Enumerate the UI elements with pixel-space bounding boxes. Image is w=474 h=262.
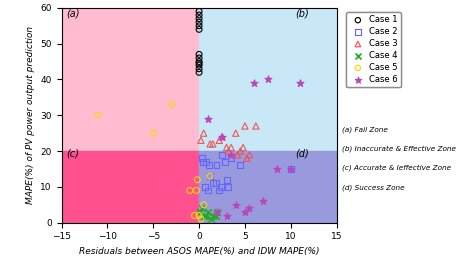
Case 3 — [241, 124, 249, 128]
Case 1 — [195, 20, 203, 24]
Case 1 — [195, 9, 203, 14]
Case 3 — [200, 131, 208, 135]
Text: (c) Accurate & Ieffective Zone: (c) Accurate & Ieffective Zone — [342, 165, 451, 171]
Case 6 — [232, 203, 239, 207]
Case 4 — [214, 210, 221, 214]
Text: (c): (c) — [66, 149, 79, 159]
Text: (b): (b) — [295, 9, 309, 19]
Case 6 — [218, 135, 226, 139]
Case 1 — [195, 27, 203, 31]
Case 4 — [212, 214, 219, 218]
Case 2 — [225, 185, 232, 189]
Legend: Case 1, Case 2, Case 3, Case 4, Case 5, Case 6: Case 1, Case 2, Case 3, Case 4, Case 5, … — [346, 12, 401, 87]
Case 2 — [228, 156, 235, 160]
Case 5 — [192, 188, 200, 193]
Case 2 — [216, 188, 223, 193]
Case 4 — [209, 214, 217, 218]
Case 2 — [205, 163, 213, 167]
Case 2 — [237, 163, 244, 167]
Case 6 — [214, 210, 221, 214]
Case 4 — [196, 210, 204, 214]
Case 1 — [195, 61, 203, 66]
Case 5 — [94, 113, 102, 117]
Case 5 — [193, 178, 201, 182]
Case 3 — [239, 145, 247, 150]
Case 4 — [207, 217, 215, 221]
Case 1 — [195, 70, 203, 74]
Y-axis label: MAPE(%) of PV power output prediction: MAPE(%) of PV power output prediction — [26, 26, 35, 204]
Case 6 — [246, 206, 253, 210]
Case 6 — [264, 77, 272, 81]
Case 6 — [250, 81, 258, 85]
Case 3 — [206, 142, 214, 146]
Case 2 — [223, 178, 230, 182]
Text: (d) Success Zone: (d) Success Zone — [342, 184, 405, 190]
Case 3 — [246, 152, 253, 157]
Case 1 — [195, 24, 203, 28]
Case 4 — [204, 210, 212, 214]
Case 4 — [200, 214, 208, 218]
Case 6 — [273, 167, 281, 171]
Case 6 — [204, 117, 212, 121]
Case 3 — [232, 131, 239, 135]
Case 3 — [209, 142, 217, 146]
Case 3 — [223, 145, 230, 150]
Case 3 — [218, 135, 226, 139]
Case 2 — [217, 185, 225, 189]
Case 5 — [197, 217, 205, 221]
Case 1 — [195, 17, 203, 21]
Case 2 — [212, 181, 219, 185]
Case 6 — [296, 81, 304, 85]
Case 2 — [218, 152, 226, 157]
Case 2 — [287, 167, 294, 171]
Case 5 — [200, 203, 208, 207]
Case 3 — [243, 156, 251, 160]
Case 1 — [195, 59, 203, 64]
Case 3 — [225, 149, 232, 153]
Case 1 — [195, 52, 203, 57]
Case 3 — [228, 145, 235, 150]
Case 3 — [216, 138, 223, 143]
Case 5 — [168, 102, 175, 107]
Case 2 — [209, 181, 217, 185]
Case 1 — [195, 67, 203, 71]
Case 2 — [201, 185, 209, 189]
X-axis label: Residuals between ASOS MAPE(%) and IDW MAPE(%): Residuals between ASOS MAPE(%) and IDW M… — [79, 247, 319, 256]
Case 2 — [204, 188, 212, 193]
Case 2 — [206, 174, 214, 178]
Case 6 — [287, 167, 294, 171]
Case 3 — [252, 124, 260, 128]
Case 1 — [195, 63, 203, 67]
Case 3 — [197, 138, 205, 143]
Case 6 — [241, 210, 249, 214]
Text: (a): (a) — [66, 9, 80, 19]
Text: (b) Inaccurate & Effective Zone: (b) Inaccurate & Effective Zone — [342, 145, 456, 152]
Case 5 — [186, 188, 194, 193]
Text: (d): (d) — [295, 149, 309, 159]
Case 5 — [149, 131, 157, 135]
Case 2 — [221, 160, 228, 164]
Case 6 — [223, 214, 230, 218]
Case 5 — [195, 214, 203, 218]
Case 5 — [191, 214, 198, 218]
Text: (a) Fail Zone: (a) Fail Zone — [342, 126, 388, 133]
Case 2 — [198, 156, 206, 160]
Case 2 — [199, 160, 207, 164]
Case 4 — [202, 214, 210, 218]
Case 6 — [259, 199, 267, 203]
Case 4 — [198, 206, 206, 210]
Case 2 — [202, 160, 210, 164]
Case 2 — [213, 163, 220, 167]
Case 3 — [234, 152, 241, 157]
Case 6 — [228, 152, 235, 157]
Case 1 — [195, 13, 203, 17]
Case 5 — [206, 174, 214, 178]
Case 3 — [237, 149, 244, 153]
Case 1 — [195, 56, 203, 60]
